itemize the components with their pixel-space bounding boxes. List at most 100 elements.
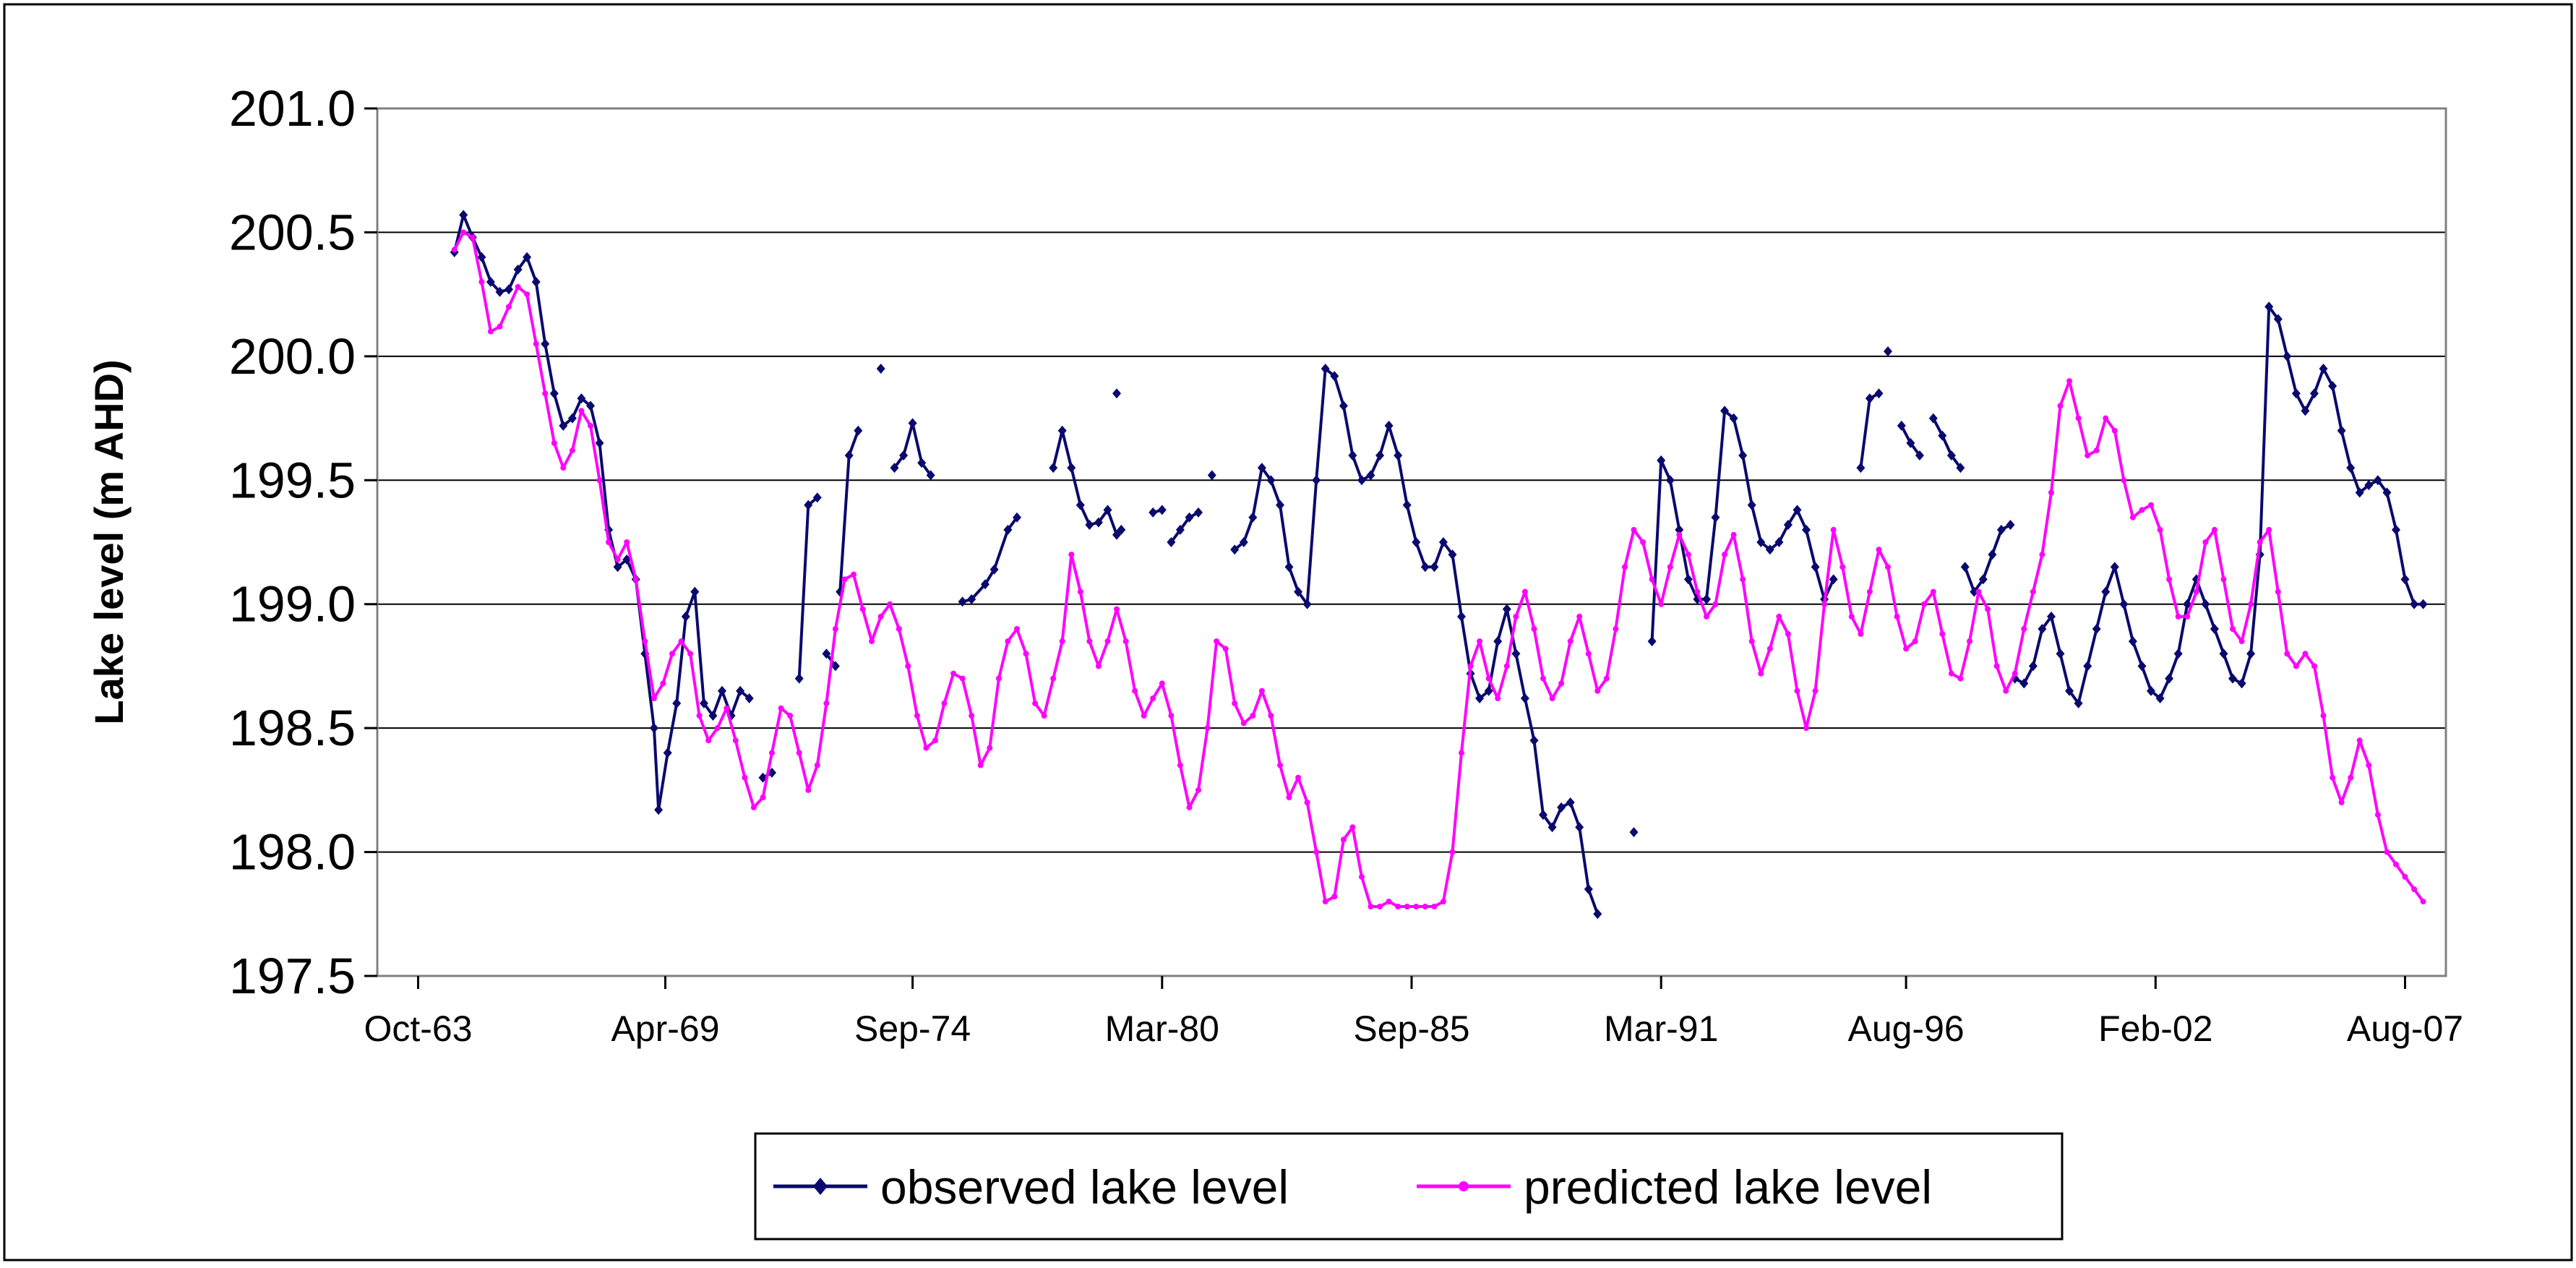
data-point [958, 596, 967, 607]
chart-border [3, 3, 2573, 1261]
data-point [2038, 624, 2047, 634]
gridlines [377, 108, 2446, 977]
x-tick-label: Feb-02 [2098, 1008, 2212, 1049]
data-point [1186, 804, 1193, 810]
data-point [2157, 526, 2163, 533]
data-point [687, 651, 694, 657]
data-point [1322, 899, 1328, 905]
x-tick-label: Oct-63 [364, 1008, 472, 1049]
data-point [2410, 599, 2419, 609]
data-point [1331, 894, 1338, 900]
data-point [2337, 425, 2346, 436]
data-point [1348, 450, 1357, 460]
data-point [651, 695, 657, 701]
data-point [2083, 661, 2092, 672]
data-point [2382, 487, 2392, 498]
data-point [887, 601, 893, 607]
y-tick-label: 198.0 [229, 824, 356, 881]
data-point [1248, 512, 1258, 523]
data-point [896, 626, 902, 632]
data-point [1295, 774, 1302, 781]
data-point [995, 675, 1002, 682]
data-point [876, 364, 885, 374]
data-point [1874, 388, 1884, 399]
data-point [1748, 638, 1755, 645]
data-point [642, 638, 648, 645]
data-point [1430, 562, 1439, 573]
data-point [2039, 552, 2045, 558]
data-point [2320, 713, 2327, 719]
data-point [859, 606, 866, 612]
data-point [2103, 415, 2109, 421]
data-point [595, 437, 604, 448]
data-point [1622, 564, 1628, 570]
data-point [1576, 613, 1583, 620]
data-point [705, 737, 712, 744]
data-point [2402, 873, 2408, 880]
data-point [588, 422, 593, 429]
data-point [1540, 675, 1546, 682]
data-point [1557, 802, 1566, 813]
data-point [905, 663, 911, 669]
data-point [1928, 413, 1938, 424]
data-point [2284, 651, 2291, 657]
data-point [1394, 450, 1403, 460]
data-point [1829, 574, 1838, 585]
axes: 197.5 198.0 198.5 199.0 199.5 200.0 200.5 201.0… [229, 80, 2463, 1049]
data-point [1839, 564, 1846, 570]
data-point [1041, 713, 1047, 719]
data-point [578, 408, 585, 414]
y-tick-label: 198.5 [229, 700, 356, 756]
data-point [2085, 453, 2091, 458]
data-point [2202, 539, 2209, 545]
data-point [1149, 507, 1158, 518]
data-point [1704, 613, 1709, 620]
data-point [2293, 663, 2299, 669]
data-point [1375, 450, 1385, 460]
data-point [1076, 500, 1085, 510]
series-0 [450, 210, 2428, 920]
y-tick-label: 197.5 [229, 948, 356, 1004]
data-point [2230, 626, 2236, 632]
data-point [1657, 455, 1666, 466]
data-point [1103, 505, 1112, 515]
data-point [649, 723, 658, 734]
data-point [1266, 475, 1276, 486]
data-point [1720, 406, 1730, 416]
data-point [1339, 400, 1348, 411]
data-point [844, 450, 854, 460]
data-point [560, 465, 567, 471]
data-point [2291, 388, 2301, 399]
data-point [1503, 663, 1510, 669]
data-point [1821, 601, 1828, 607]
data-point [1485, 675, 1492, 682]
data-point [2411, 886, 2418, 892]
series-1 [451, 229, 2426, 909]
data-point [1521, 588, 1528, 595]
data-point [606, 539, 612, 545]
data-point [2019, 678, 2029, 689]
data-point [899, 450, 909, 460]
data-point [1068, 552, 1075, 558]
data-point [1195, 787, 1201, 793]
data-point [1438, 537, 1448, 547]
data-point [523, 252, 532, 262]
data-point [1529, 735, 1539, 746]
data-point [1286, 794, 1292, 801]
data-point [678, 638, 684, 645]
data-point [2065, 685, 2074, 696]
data-point [624, 539, 630, 545]
data-point [1547, 822, 1557, 833]
data-point [1014, 626, 1020, 632]
data-point [613, 562, 622, 573]
x-tick-label: Sep-74 [854, 1008, 971, 1049]
legend-label-predicted: predicted lake level [1524, 1160, 1932, 1214]
data-point [926, 470, 935, 481]
data-point [914, 713, 920, 719]
data-point [1440, 899, 1446, 905]
data-point [2356, 737, 2363, 744]
data-point [718, 685, 726, 696]
data-point [1729, 413, 1738, 424]
y-tick-label: 199.5 [229, 452, 356, 508]
